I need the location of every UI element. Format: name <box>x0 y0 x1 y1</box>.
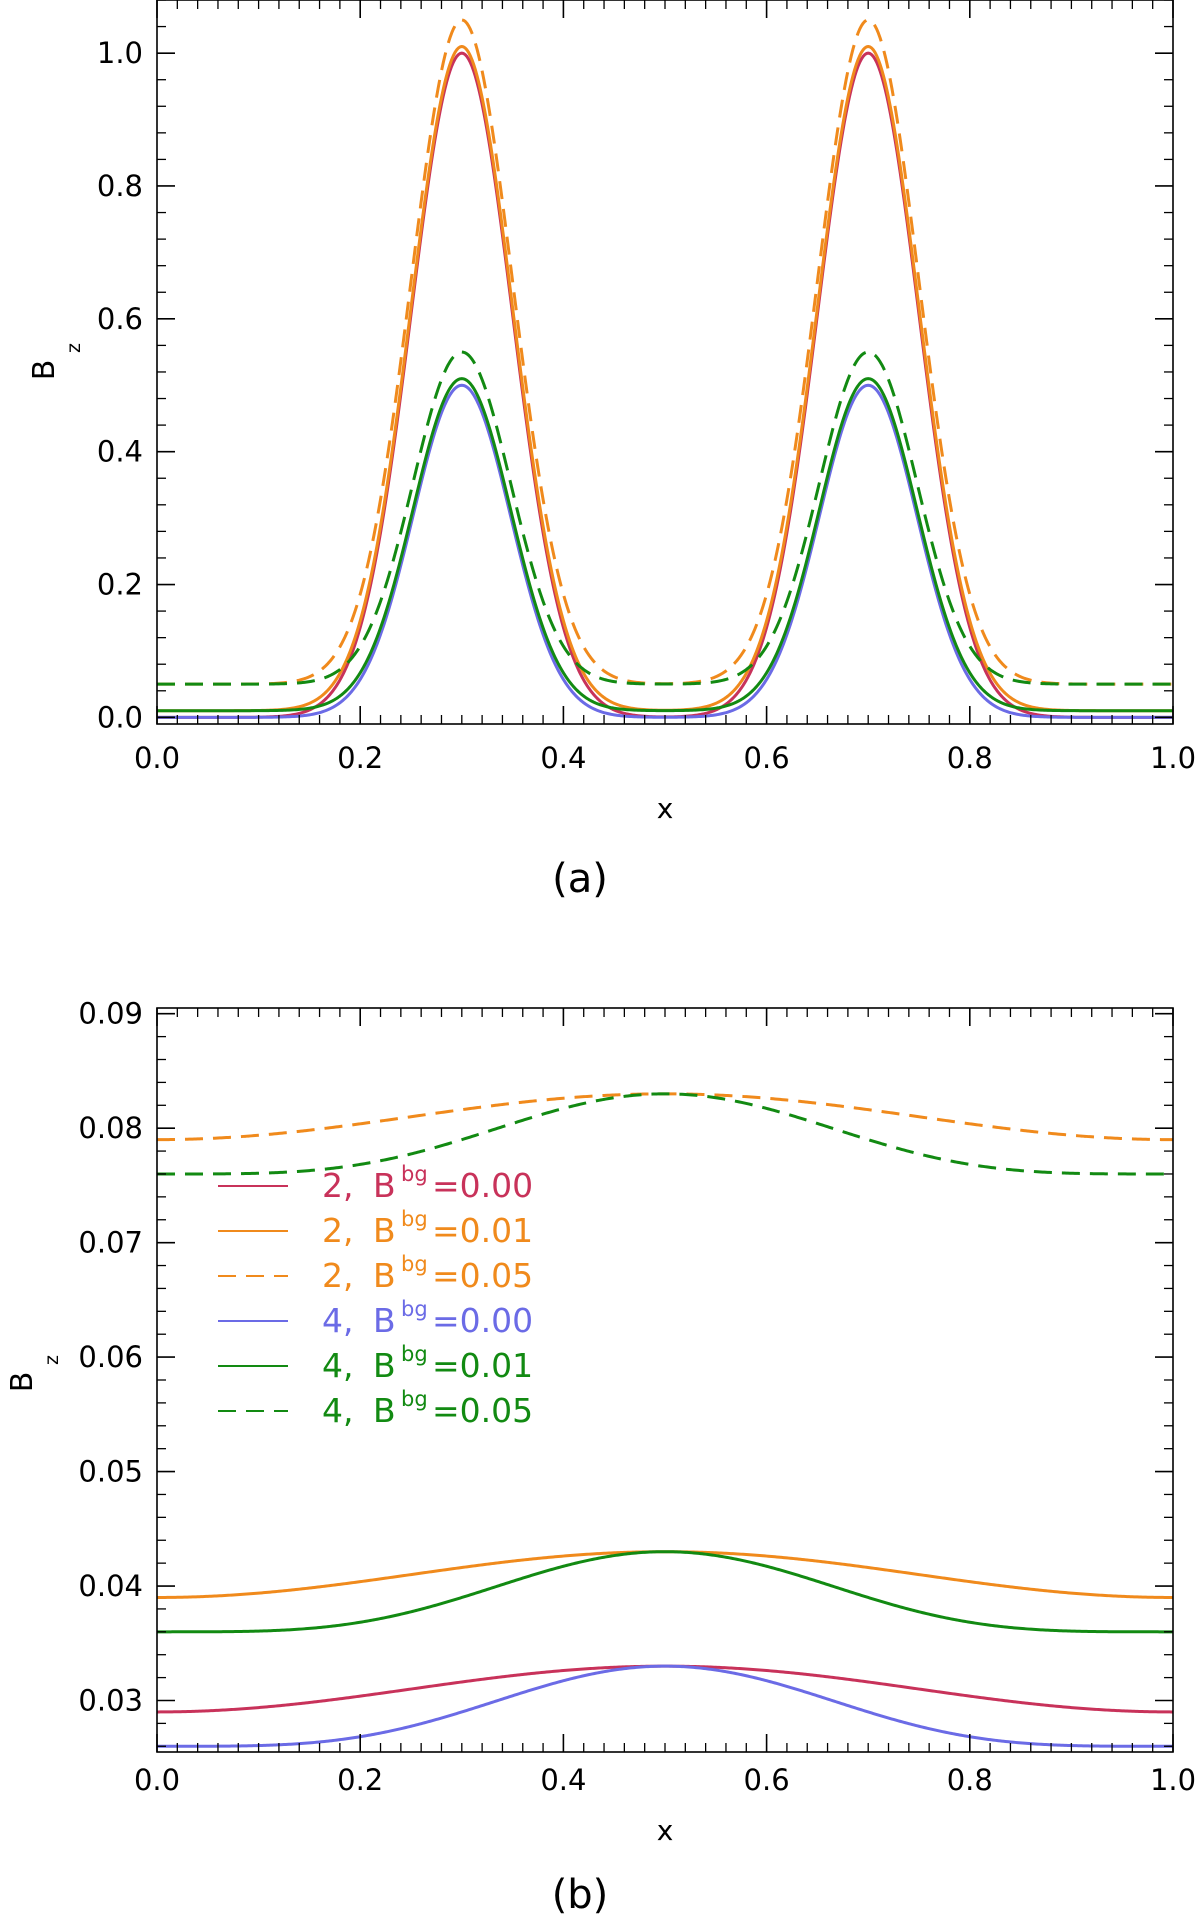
y-tick-label: 0.09 <box>78 997 143 1031</box>
x-tick-label: 0.0 <box>134 1763 180 1797</box>
panel-a: 0.0 0.2 0.4 0.6 0.8 1.0 0.0 0.2 0.4 0.6 0.8 1.0 x Bz (… <box>27 0 1196 902</box>
series-line-5 <box>157 1092 1173 1176</box>
y-tick-label: 0.07 <box>78 1226 143 1260</box>
legend-subscript: bg <box>401 1297 428 1321</box>
x-tick-label: 1.0 <box>1150 1763 1196 1797</box>
legend-b: B <box>373 1256 396 1295</box>
legend-b: B <box>373 1211 396 1250</box>
x-axis-label: x <box>657 792 674 825</box>
y-axis-label-main: B <box>5 1372 40 1393</box>
x-tick-label: 0.2 <box>337 1763 383 1797</box>
legend-b: B <box>373 1346 396 1385</box>
y-axis-label-sub: z <box>41 1355 63 1365</box>
legend-value: =0.00 <box>432 1301 533 1340</box>
legend-number: 4, <box>322 1346 354 1385</box>
legend-number: 2, <box>322 1211 354 1250</box>
y-tick-label: 0.08 <box>78 1111 143 1145</box>
y-tick-label: 0.04 <box>78 1569 143 1603</box>
y-tick-label: 0.6 <box>97 302 143 336</box>
legend-b: B <box>373 1166 396 1205</box>
x-tick-label: 0.8 <box>947 741 993 775</box>
legend-value: =0.05 <box>432 1391 533 1430</box>
legend-number: 2, <box>322 1166 354 1205</box>
y-tick-label: 1.0 <box>97 36 143 70</box>
series-line-5 <box>157 350 1173 686</box>
y-tick-label: 0.0 <box>97 700 143 734</box>
y-tick-label: 0.06 <box>78 1340 143 1374</box>
legend-subscript: bg <box>401 1252 428 1276</box>
x-tick-label: 0.6 <box>744 1763 790 1797</box>
y-tick-label: 0.05 <box>78 1455 143 1489</box>
y-tick-label: 0.4 <box>97 435 143 469</box>
x-tick-label: 0.8 <box>947 1763 993 1797</box>
y-axis-label: Bz <box>5 1355 63 1392</box>
x-tick-label: 1.0 <box>1150 741 1196 775</box>
legend-value: =0.01 <box>432 1211 533 1250</box>
y-axis-label-main: B <box>27 360 62 381</box>
panel-caption: (a) <box>552 856 608 902</box>
panel-caption: (b) <box>552 1872 609 1916</box>
y-axis-label-sub: z <box>63 343 85 353</box>
x-tick-label: 0.4 <box>540 741 586 775</box>
x-tick-label: 0.6 <box>744 741 790 775</box>
legend-subscript: bg <box>401 1387 428 1411</box>
legend-number: 4, <box>322 1391 354 1430</box>
legend-subscript: bg <box>401 1342 428 1366</box>
legend-subscript: bg <box>401 1162 428 1186</box>
legend-b: B <box>373 1391 396 1430</box>
x-axis-label: x <box>657 1814 674 1847</box>
legend-number: 4, <box>322 1301 354 1340</box>
x-tick-label: 0.4 <box>540 1763 586 1797</box>
y-tick-label: 0.2 <box>97 568 143 602</box>
panel-b: 0.0 0.2 0.4 0.6 0.8 1.0 0.03 0.04 0.05 0.06 0.07 0.… <box>5 997 1196 1916</box>
x-tick-label: 0.0 <box>134 741 180 775</box>
series-line-4 <box>157 377 1173 713</box>
y-axis-label: Bz <box>27 343 85 380</box>
series-line-4 <box>157 1550 1173 1634</box>
y-tick-label: 0.03 <box>78 1683 143 1717</box>
y-tick-label: 0.8 <box>97 169 143 203</box>
series-line-3 <box>157 1664 1173 1748</box>
series-group <box>157 1092 1173 1748</box>
legend-subscript: bg <box>401 1207 428 1231</box>
legend-b: B <box>373 1301 396 1340</box>
legend-value: =0.01 <box>432 1346 533 1385</box>
x-tick-label: 0.2 <box>337 741 383 775</box>
legend-value: =0.00 <box>432 1166 533 1205</box>
legend-number: 2, <box>322 1256 354 1295</box>
legend-value: =0.05 <box>432 1256 533 1295</box>
